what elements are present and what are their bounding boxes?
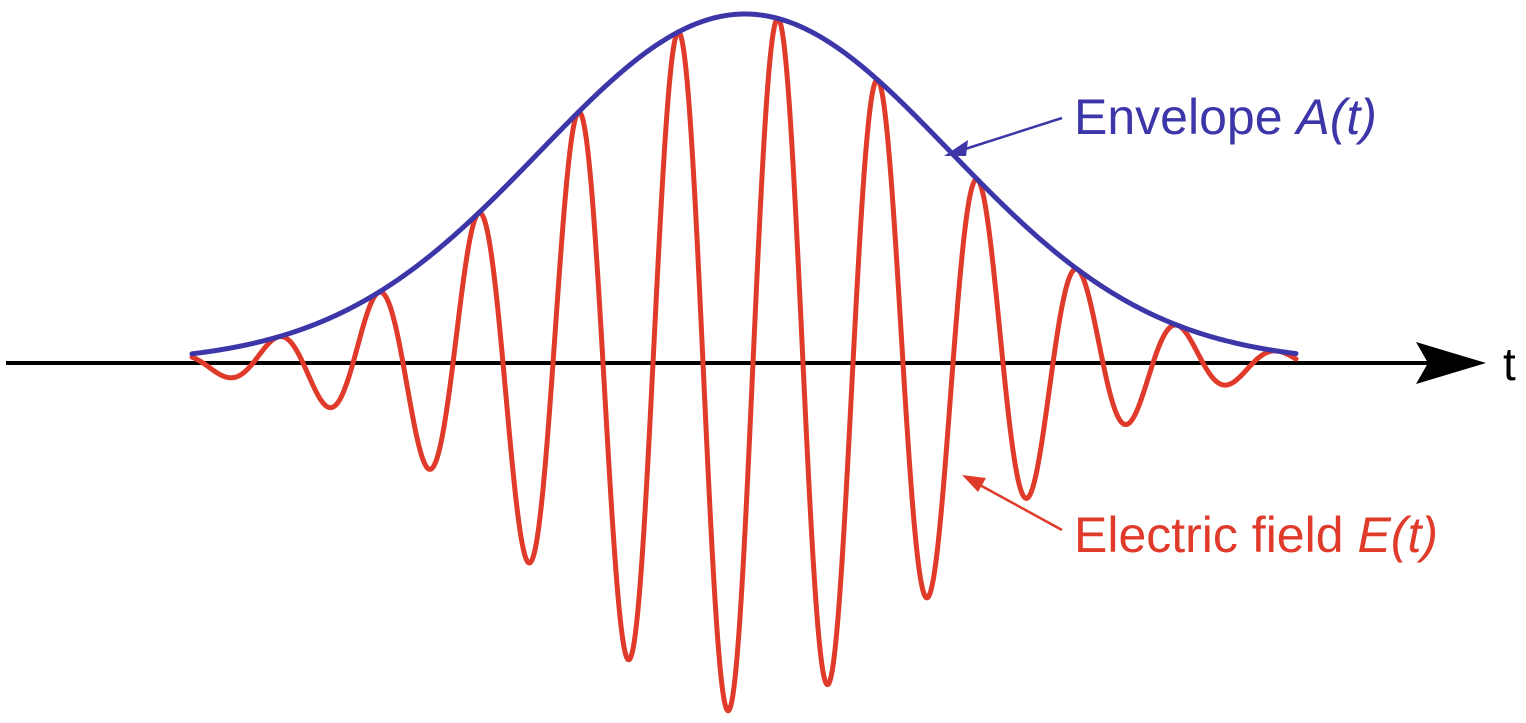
envelope-label-symbol: A(t) xyxy=(1293,89,1377,145)
envelope-pointer-arrow xyxy=(944,116,1063,156)
envelope-curve xyxy=(189,11,1299,357)
envelope-label-text: Envelope xyxy=(1074,89,1296,145)
electric-field-label-text: Electric field xyxy=(1074,507,1357,563)
time-axis-label: t xyxy=(1503,338,1516,390)
electric-field-label-symbol: E(t) xyxy=(1357,507,1438,563)
field-pointer-arrow xyxy=(962,475,1063,532)
envelope-label: Envelope A(t) xyxy=(1074,89,1377,145)
time-axis-arrowhead xyxy=(1416,342,1486,384)
electric-field-label: Electric field E(t) xyxy=(1074,507,1438,563)
